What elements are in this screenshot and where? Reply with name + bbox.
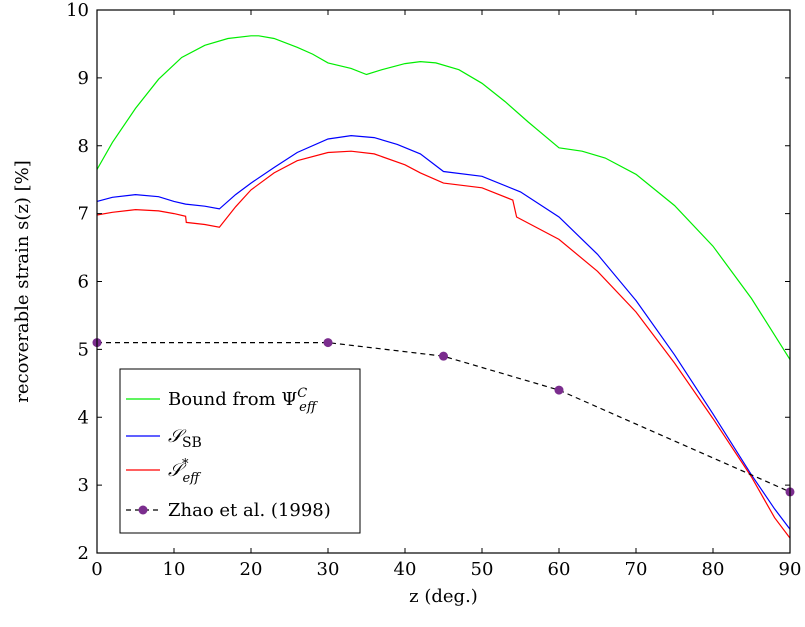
x-tick-label: 10 bbox=[163, 559, 186, 580]
x-tick-label: 60 bbox=[548, 559, 571, 580]
y-tick-labels: 2 3 4 5 6 7 8 9 10 bbox=[66, 0, 89, 564]
data-point-zhao-et-al-1998 bbox=[323, 338, 333, 348]
legend-marker bbox=[138, 505, 148, 515]
x-tick-label: 40 bbox=[394, 559, 417, 580]
y-tick-label: 8 bbox=[78, 136, 89, 157]
legend-label-zhao-et-al-1998: Zhao et al. (1998) bbox=[168, 500, 331, 521]
x-tick-label: 80 bbox=[702, 559, 725, 580]
x-tick-label: 70 bbox=[625, 559, 648, 580]
legend: Bound from ΨC eff 𝒮SB 𝒮* eff Zhao et al. (199… bbox=[119, 368, 361, 534]
axis-ticks bbox=[96, 9, 791, 554]
y-tick-label: 3 bbox=[78, 475, 89, 496]
x-axis-label: z (deg.) bbox=[409, 586, 478, 607]
x-tick-label: 90 bbox=[779, 559, 802, 580]
series-lines bbox=[96, 35, 791, 539]
x-tick-label: 0 bbox=[91, 559, 102, 580]
series-line-bound-from-c-eff bbox=[96, 35, 791, 360]
x-tick-labels: 0 10 20 30 40 50 60 70 80 90 bbox=[91, 559, 801, 580]
data-point-zhao-et-al-1998 bbox=[554, 385, 564, 395]
legend-box bbox=[119, 368, 361, 534]
data-point-zhao-et-al-1998 bbox=[439, 351, 448, 361]
series-line-s-eff bbox=[96, 150, 791, 539]
series-markers bbox=[92, 338, 795, 497]
x-tick-label: 50 bbox=[471, 559, 494, 580]
legend-label-s-sb: 𝒮SB bbox=[168, 426, 202, 451]
series-line-zhao-et-al-1998 bbox=[97, 342, 791, 493]
x-tick-label: 20 bbox=[240, 559, 263, 580]
y-tick-label: 10 bbox=[66, 0, 89, 21]
x-tick-label: 30 bbox=[317, 559, 340, 580]
legend-label-bound-from-c-eff: Bound from ΨC eff bbox=[168, 386, 319, 415]
series-line-s-sb bbox=[96, 134, 791, 530]
y-axis-label: recoverable strain s(z) [%] bbox=[12, 160, 33, 403]
y-tick-label: 5 bbox=[78, 339, 89, 360]
y-tick-label: 2 bbox=[78, 543, 89, 564]
y-tick-label: 9 bbox=[78, 68, 89, 89]
y-tick-label: 7 bbox=[78, 204, 89, 225]
legend-label-s-eff: 𝒮* eff bbox=[168, 457, 202, 486]
y-tick-label: 4 bbox=[78, 407, 89, 428]
y-tick-label: 6 bbox=[78, 272, 89, 293]
